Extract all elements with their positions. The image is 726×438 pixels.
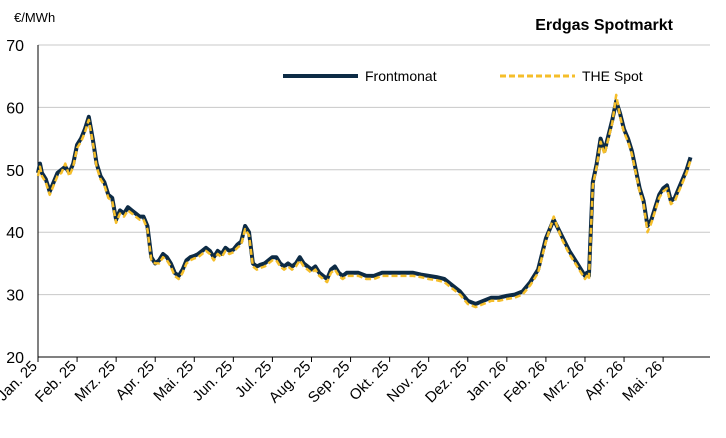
x-tick-label: Mai. 26 [619, 358, 666, 405]
y-tick-label: 60 [6, 100, 24, 117]
chart-title: Erdgas Spotmarkt [535, 17, 673, 34]
x-tick-label: Feb. 26 [501, 358, 549, 406]
series-line-the-spot [36, 93, 692, 309]
x-tick-label: Dez. 25 [422, 358, 471, 407]
x-tick-label: Mai. 25 [150, 358, 197, 405]
y-tick-label: 50 [6, 163, 24, 180]
y-tick-label: 30 [6, 288, 24, 305]
legend-label: THE Spot [582, 68, 643, 84]
x-tick-label: Feb. 25 [32, 358, 80, 406]
series-lines [36, 93, 693, 309]
x-tick-label: Apr. 25 [112, 358, 158, 404]
x-tick-label: Nov. 25 [384, 358, 432, 406]
legend-label: Frontmonat [365, 68, 437, 84]
x-tick-label: Aug. 25 [266, 358, 315, 407]
y-tick-label: 40 [6, 225, 24, 242]
x-tick-label: Sep. 25 [305, 358, 354, 407]
x-tick-label: Okt. 25 [346, 358, 392, 404]
x-tick-label: Mrz. 25 [72, 358, 119, 405]
x-tick-label: Mrz. 26 [540, 358, 587, 405]
x-tick-label: Apr. 26 [581, 358, 627, 404]
y-tick-label: 20 [6, 350, 24, 367]
y-axis-unit-label: €/MWh [14, 10, 55, 25]
y-tick-label: 70 [6, 38, 24, 55]
legend: Frontmonat THE Spot [283, 68, 643, 84]
x-tick-label: Jan. 26 [463, 358, 510, 405]
x-tick-label: Jun. 25 [189, 358, 236, 405]
